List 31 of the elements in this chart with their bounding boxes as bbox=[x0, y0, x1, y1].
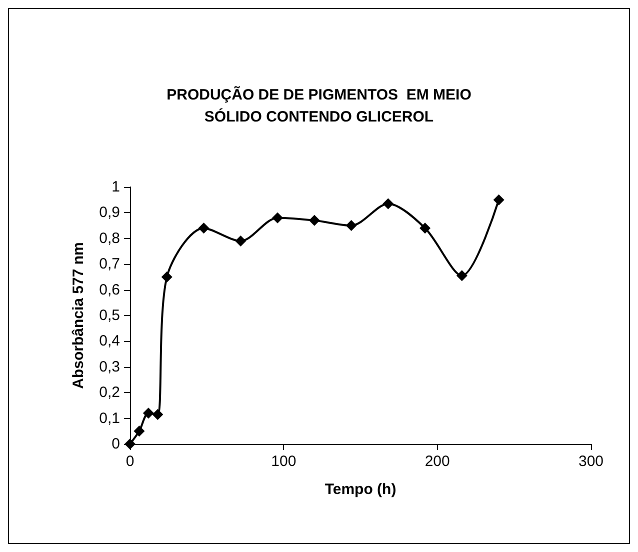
x-tick-label: 200 bbox=[424, 453, 450, 470]
point bbox=[142, 408, 154, 419]
y-tick-label: 0,6 bbox=[99, 281, 120, 298]
y-tick-label: 0,2 bbox=[99, 384, 120, 402]
y-tick-label: 0,3 bbox=[99, 358, 120, 376]
point bbox=[198, 222, 210, 234]
y-tick-label: 0,5 bbox=[99, 307, 120, 324]
point bbox=[308, 214, 320, 226]
x-axis-title: Tempo (h) bbox=[324, 481, 396, 498]
y-tick-label: 0,8 bbox=[99, 230, 120, 247]
point bbox=[346, 220, 357, 232]
point bbox=[235, 235, 246, 246]
point bbox=[456, 270, 468, 282]
y-tick-label: 0,7 bbox=[99, 256, 120, 273]
y-tick-label: 0,4 bbox=[99, 332, 120, 350]
point bbox=[420, 222, 431, 234]
y-tick-label: 0 bbox=[112, 436, 120, 452]
point bbox=[493, 194, 504, 206]
point bbox=[161, 271, 172, 282]
y-tick-label: 0,9 bbox=[99, 204, 120, 222]
point bbox=[272, 212, 284, 224]
y-axis-title: Absorbância 577 nm bbox=[70, 242, 87, 389]
point bbox=[382, 198, 394, 210]
x-tick-label: 0 bbox=[126, 453, 134, 470]
y-tick-label: 1 bbox=[112, 178, 120, 196]
x-tick-label: 100 bbox=[271, 453, 296, 470]
chart-title: PRODUÇÃO DE DE PIGMENTOS EM MEIO SÓLIDO CONTENDO GLICEROL bbox=[166, 86, 472, 126]
x-tick-label: 300 bbox=[578, 453, 604, 470]
point bbox=[134, 426, 145, 437]
y-tick-label: 0,1 bbox=[99, 410, 120, 427]
point bbox=[152, 408, 164, 420]
